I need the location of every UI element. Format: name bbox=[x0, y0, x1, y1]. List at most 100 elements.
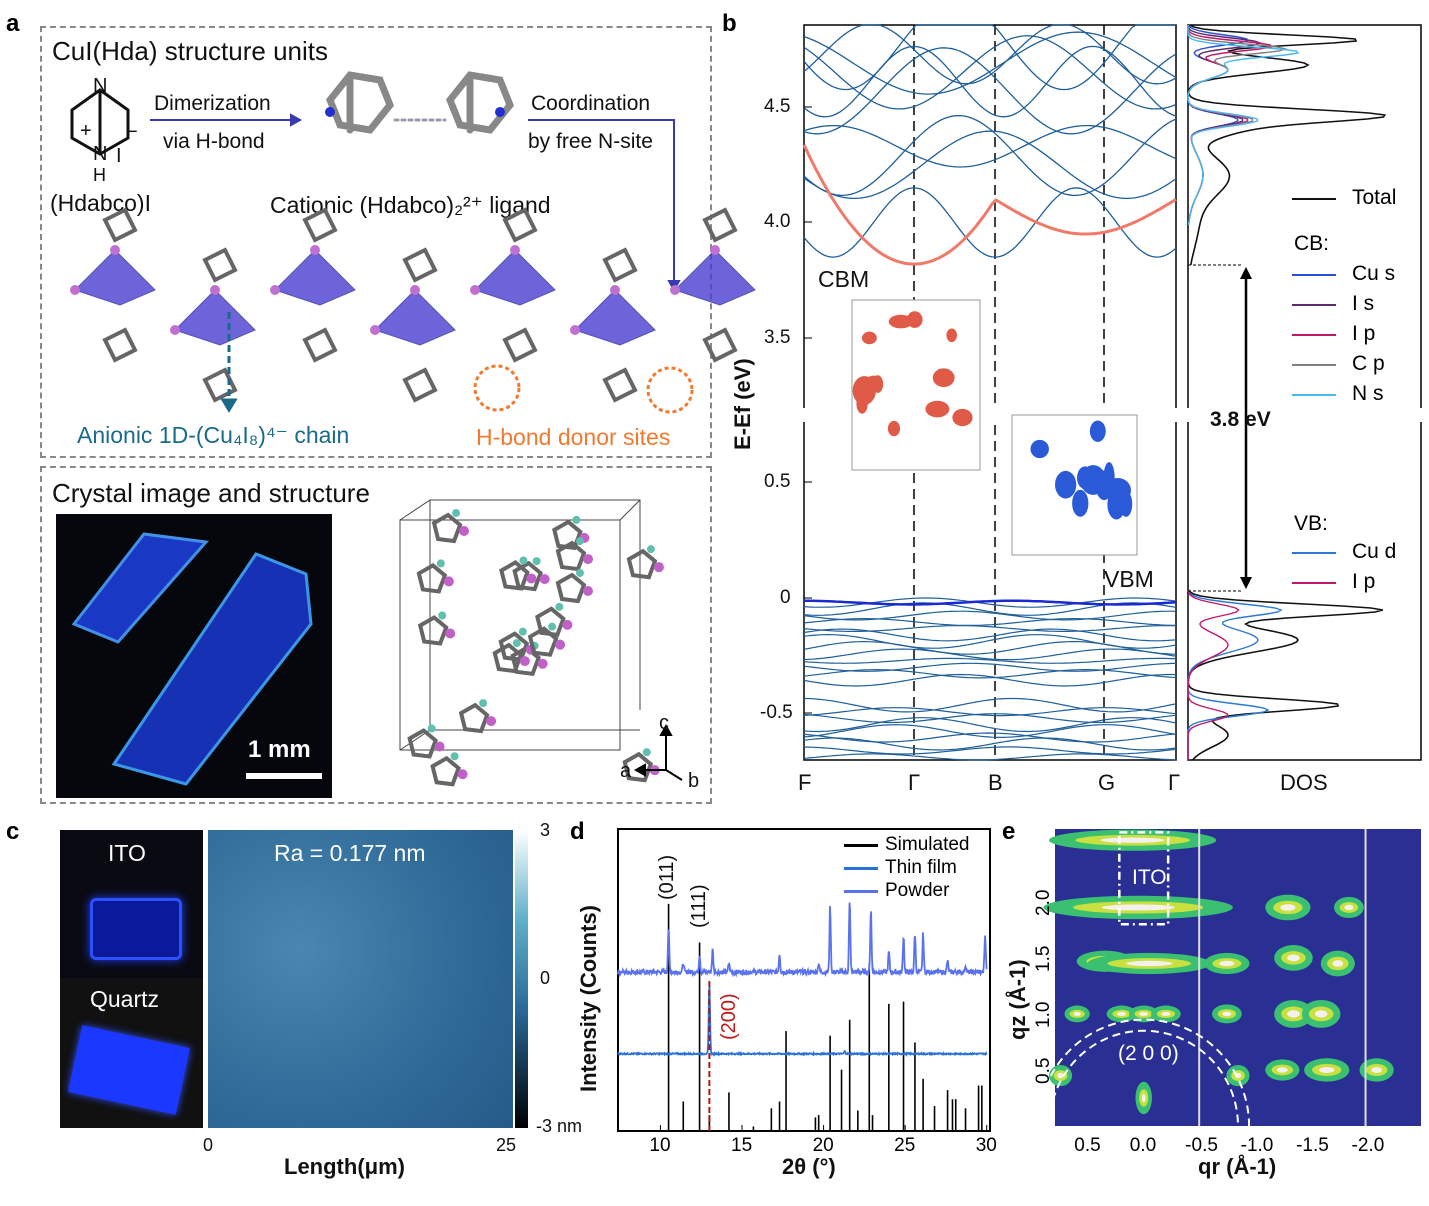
iodine-atom bbox=[653, 562, 664, 573]
legend-label: Thin film bbox=[885, 857, 957, 878]
dabco-dimer bbox=[325, 71, 515, 134]
copper-atom bbox=[646, 545, 655, 554]
kpoint-label: F bbox=[798, 770, 812, 795]
orbital-lobe bbox=[932, 368, 955, 388]
dos-plot bbox=[1168, 24, 1429, 761]
legend-swatch bbox=[1292, 394, 1336, 396]
dabco-ligand bbox=[527, 626, 559, 657]
orbital-lobe bbox=[861, 331, 877, 345]
legend-label: Cu d bbox=[1352, 540, 1397, 563]
legend-swatch bbox=[1292, 334, 1336, 336]
panel-a-graphics bbox=[70, 71, 756, 414]
via-hbond-label: via H-bond bbox=[163, 130, 265, 153]
conduction-band bbox=[803, 45, 1177, 118]
iodide: I bbox=[116, 145, 122, 167]
legend-label: VB: bbox=[1294, 512, 1328, 535]
iodine-atom bbox=[70, 285, 80, 295]
diffraction-spot-peak bbox=[1219, 960, 1235, 967]
crystal-box bbox=[40, 466, 712, 804]
legend-cb-item: I p bbox=[1290, 322, 1429, 348]
ytick: 4.5 bbox=[764, 96, 791, 117]
dabco-ligand bbox=[626, 548, 658, 580]
legend-cb-item: N s bbox=[1290, 382, 1429, 408]
charge-plus: + bbox=[80, 120, 92, 142]
diffraction-spot-peak bbox=[1126, 960, 1173, 967]
valence-band bbox=[803, 648, 1177, 661]
giwaxs-xtick: -1.5 bbox=[1296, 1135, 1329, 1156]
copper-atom bbox=[436, 559, 445, 568]
panel-label-a: a bbox=[6, 10, 20, 37]
diffraction-spot-peak bbox=[1332, 960, 1344, 967]
ytick: 4.0 bbox=[764, 211, 791, 232]
diffraction-spot-peak bbox=[1344, 904, 1354, 911]
copper-atom bbox=[519, 556, 528, 565]
crystal-photo: 1 mm bbox=[56, 514, 332, 798]
diffraction-spot-peak bbox=[1139, 1011, 1149, 1016]
giwaxs-xtick: 0.0 bbox=[1129, 1135, 1157, 1156]
iodine-atom bbox=[170, 325, 180, 335]
dabco-ligand bbox=[458, 702, 490, 734]
copper-atom bbox=[575, 569, 584, 578]
plane-200-annotation: (2 0 0) bbox=[1118, 1042, 1179, 1065]
powder-curve bbox=[617, 902, 988, 978]
cu-i-tetrahedron bbox=[674, 249, 756, 306]
colorbar-tick: 3 bbox=[540, 820, 551, 840]
cu-i-tetrahedron bbox=[174, 289, 256, 346]
conduction-band bbox=[803, 24, 1177, 85]
iodine-atom bbox=[443, 576, 454, 587]
dabco-ligand bbox=[102, 327, 138, 363]
legend-label: Cu s bbox=[1352, 262, 1396, 285]
cbm-label: CBM bbox=[818, 266, 870, 292]
ytick: 0.5 bbox=[764, 471, 791, 492]
legend-cb-item: C p bbox=[1290, 352, 1429, 378]
copper-atom bbox=[512, 639, 521, 648]
panel-label-e: e bbox=[1002, 818, 1016, 845]
dos-vb-curve bbox=[1187, 589, 1283, 760]
valence-band bbox=[803, 668, 1177, 679]
dabco-ligand bbox=[602, 247, 638, 283]
iodine-atom bbox=[526, 573, 537, 584]
diffraction-spot-peak bbox=[1141, 1093, 1146, 1103]
legend-cb-item: I s bbox=[1290, 292, 1429, 318]
plot-frame bbox=[1187, 24, 1422, 761]
dabco-ligand bbox=[602, 367, 638, 403]
legend-swatch bbox=[1292, 582, 1336, 584]
dabco-ligand bbox=[502, 207, 538, 243]
ito-label: ITO bbox=[108, 840, 146, 866]
cu-i-tetrahedron bbox=[274, 249, 356, 306]
copper-atom bbox=[438, 611, 447, 620]
iodine-atom bbox=[410, 285, 420, 295]
kpoint-label: Γ bbox=[1168, 770, 1181, 795]
band-ylabel: E-Ef (eV) bbox=[730, 358, 755, 450]
legend-cb-title: CB: bbox=[1290, 232, 1429, 258]
legend-vb-title: VB: bbox=[1290, 512, 1429, 538]
colorbar-tick: 0 bbox=[540, 968, 551, 988]
vbm-label: VBM bbox=[1104, 566, 1154, 592]
copper-atom bbox=[548, 622, 557, 631]
copper-atom bbox=[532, 557, 541, 566]
xrd-xtick: 30 bbox=[975, 1135, 997, 1156]
legend-label: Powder bbox=[885, 880, 950, 901]
dos-total-curve bbox=[1187, 589, 1383, 761]
dabco-ligand bbox=[512, 560, 544, 592]
valence-band bbox=[803, 618, 1176, 626]
giwaxs-ytick: 1.0 bbox=[1033, 1001, 1054, 1028]
giwaxs-xtick: -2.0 bbox=[1351, 1135, 1385, 1156]
panel-label-c: c bbox=[6, 818, 20, 845]
dos-total-curve bbox=[1187, 24, 1387, 266]
free-nsite-label: by free N-site bbox=[528, 130, 653, 153]
colorbar-tick: -3 nm bbox=[536, 1116, 583, 1136]
axis-c-label: c bbox=[659, 712, 669, 734]
dimerization-arrow bbox=[150, 113, 303, 127]
band-structure-plot bbox=[764, 24, 1186, 761]
atom-n-bottom: N bbox=[93, 143, 108, 165]
iodine-atom bbox=[555, 639, 566, 650]
orbital-lobe bbox=[1072, 489, 1089, 517]
iodine-atom bbox=[210, 285, 220, 295]
axis-break-gap bbox=[1168, 408, 1429, 422]
xrd-xtick: 20 bbox=[812, 1135, 834, 1156]
valence-band bbox=[803, 673, 1177, 687]
ytick: 0 bbox=[780, 587, 791, 608]
copper-atom bbox=[572, 515, 581, 524]
